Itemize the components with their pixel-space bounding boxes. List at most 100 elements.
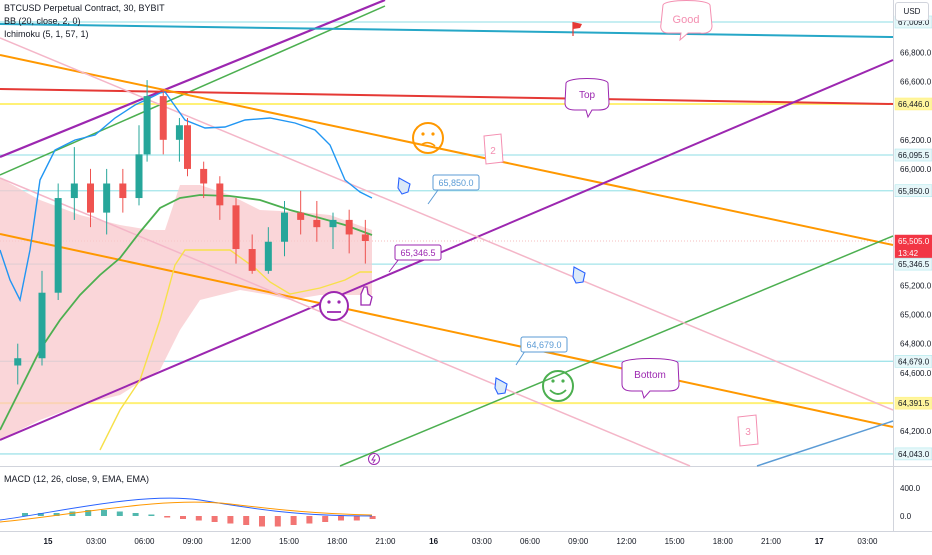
candle-body[interactable] xyxy=(87,183,94,213)
macd-histogram-bar[interactable] xyxy=(290,516,297,525)
bb-legend[interactable]: BB (20, close, 2, 0) xyxy=(4,16,81,26)
macd-histogram-bar[interactable] xyxy=(148,514,155,517)
candle-body[interactable] xyxy=(345,219,353,235)
macd-histogram-bar[interactable] xyxy=(101,510,107,516)
macd-histogram-bar[interactable] xyxy=(116,511,123,517)
callout-65850[interactable]: 65,850.0 xyxy=(427,174,480,205)
ichimoku-span-line[interactable] xyxy=(99,249,372,451)
price-highlight-badge xyxy=(894,184,932,198)
annotation-top[interactable]: Top xyxy=(564,78,610,119)
pink-line-lower[interactable] xyxy=(0,177,691,467)
candle-body[interactable] xyxy=(329,219,337,228)
red-line[interactable] xyxy=(0,88,894,105)
macd-histogram-bar[interactable] xyxy=(53,513,60,516)
confused-face-icon[interactable] xyxy=(412,122,444,154)
macd-histogram-bar[interactable] xyxy=(211,516,218,522)
price-tick-label: 66,600.0 xyxy=(900,78,932,87)
blue-line[interactable] xyxy=(756,420,894,467)
macd-histogram-bar[interactable] xyxy=(259,516,265,527)
candle-body[interactable] xyxy=(216,183,224,206)
macd-histogram-bar[interactable] xyxy=(243,516,250,525)
pointing-hand-icon[interactable] xyxy=(397,177,411,195)
candle-body[interactable] xyxy=(361,234,369,242)
macd-histogram-bar[interactable] xyxy=(85,510,92,516)
macd-histogram-bar[interactable] xyxy=(353,516,360,521)
macd-legend[interactable]: MACD (12, 26, close, 9, EMA, EMA) xyxy=(4,474,150,484)
lightning-icon[interactable] xyxy=(368,453,380,465)
macd-histogram-bar[interactable] xyxy=(195,516,202,521)
symbol-legend[interactable]: BTCUSD Perpetual Contract, 30, BYBIT xyxy=(4,3,165,13)
flag-icon[interactable] xyxy=(572,22,582,36)
green-line[interactable] xyxy=(339,235,894,467)
price-highlight-label: 66,095.5 xyxy=(898,151,930,160)
macd-histogram-bar[interactable] xyxy=(164,516,171,518)
candle-body[interactable] xyxy=(135,154,143,199)
candle-body[interactable] xyxy=(38,292,46,359)
macd-histogram-bar[interactable] xyxy=(369,516,376,519)
pointing-hand-icon-2[interactable] xyxy=(572,266,586,284)
candle-body[interactable] xyxy=(70,183,78,199)
macd-signal-line[interactable] xyxy=(0,501,373,523)
annotation-three[interactable]: 3 xyxy=(737,414,759,447)
time-tick-label: 12:00 xyxy=(231,537,252,546)
macd-histogram-bar[interactable] xyxy=(306,516,313,524)
callout-65346-text: 65,346.5 xyxy=(400,248,435,258)
annotation-two[interactable]: 2 xyxy=(483,133,504,165)
teal-line[interactable] xyxy=(0,23,894,38)
thumbs-up-icon[interactable] xyxy=(360,286,373,306)
macd-tick-label: 0.0 xyxy=(900,512,912,521)
macd-histogram-bar[interactable] xyxy=(227,516,234,524)
currency-label[interactable]: USD xyxy=(890,0,930,22)
candle-body[interactable] xyxy=(119,183,127,199)
candle-body[interactable] xyxy=(159,96,167,140)
time-tick-label: 03:00 xyxy=(857,537,878,546)
macd-line[interactable] xyxy=(0,497,373,521)
time-tick-label: 18:00 xyxy=(713,537,734,546)
candle-body[interactable] xyxy=(143,96,151,155)
candle-body[interactable] xyxy=(281,212,288,242)
candle-body[interactable] xyxy=(232,205,240,250)
ichimoku-legend[interactable]: Ichimoku (5, 1, 57, 1) xyxy=(4,29,89,39)
macd-histogram-bar[interactable] xyxy=(37,513,44,516)
orange-line-upper[interactable] xyxy=(0,54,894,246)
macd-histogram-bar[interactable] xyxy=(132,513,139,516)
purple-line[interactable] xyxy=(0,59,894,441)
neutral-face-icon[interactable] xyxy=(319,291,349,321)
candle-body[interactable] xyxy=(264,241,272,271)
candle-body[interactable] xyxy=(184,125,191,169)
macd-histogram-bar[interactable] xyxy=(322,516,329,522)
callout-65346[interactable]: 65,346.5 xyxy=(388,244,442,273)
bollinger-upper-line[interactable] xyxy=(0,91,373,303)
trendlines-layer xyxy=(0,0,894,467)
candle-body[interactable] xyxy=(313,219,321,228)
green-channel-upper[interactable] xyxy=(0,5,386,176)
pointing-hand-icon-3[interactable] xyxy=(494,377,508,395)
candle-body[interactable] xyxy=(103,183,111,213)
macd-histogram-bar[interactable] xyxy=(22,513,28,516)
candle-body[interactable] xyxy=(297,212,305,220)
annotation-good[interactable]: Good xyxy=(660,0,713,42)
purple-channel-upper[interactable] xyxy=(0,0,386,159)
smiley-face-icon[interactable] xyxy=(542,370,574,402)
price-axis: 66,800.0 66,600.0 66,200.0 66,000.0 65,200.0… xyxy=(894,15,932,521)
candle-body[interactable] xyxy=(175,125,183,140)
candle-body[interactable] xyxy=(54,198,62,293)
macd-histogram-bar[interactable] xyxy=(338,516,344,521)
macd-histogram-bar[interactable] xyxy=(180,516,186,519)
time-tick-label: 09:00 xyxy=(568,537,589,546)
price-highlight-badge xyxy=(894,257,932,271)
time-tick-label: 15:00 xyxy=(665,537,686,546)
time-tick-label: 16 xyxy=(429,537,438,546)
candle-body[interactable] xyxy=(248,249,256,271)
price-highlight-badge xyxy=(894,97,932,111)
price-tick-label: 64,200.0 xyxy=(900,427,932,436)
orange-line-lower[interactable] xyxy=(0,233,894,428)
callout-64679[interactable]: 64,679.0 xyxy=(515,336,568,366)
price-tick-label: 66,000.0 xyxy=(900,165,932,174)
candle-body[interactable] xyxy=(200,168,208,184)
annotation-bottom[interactable]: Bottom xyxy=(621,358,680,400)
macd-histogram-bar[interactable] xyxy=(274,516,281,527)
candle-body[interactable] xyxy=(14,358,22,366)
